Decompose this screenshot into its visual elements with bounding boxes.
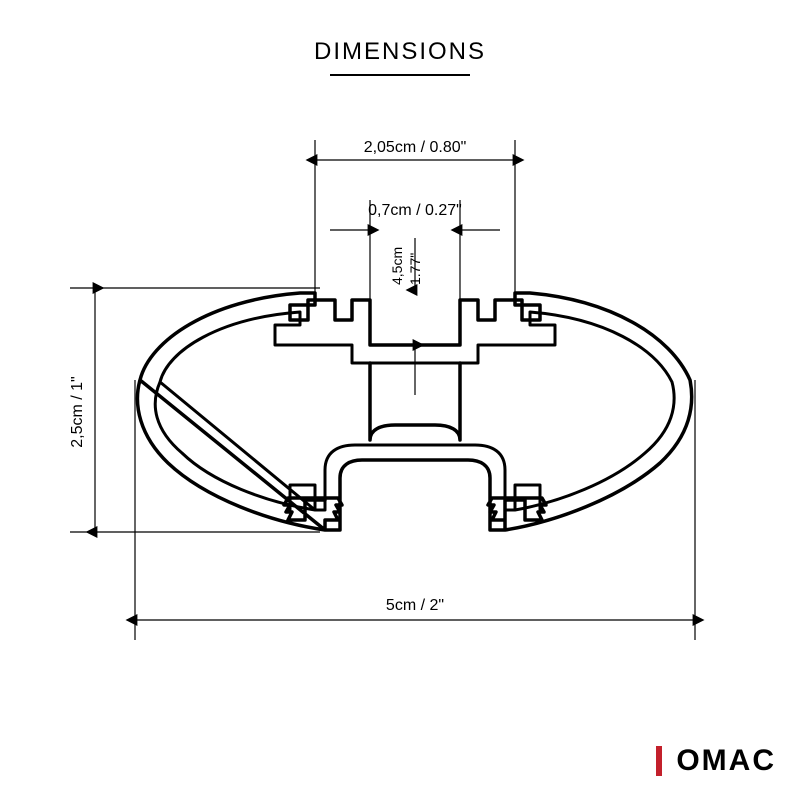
dim-overall-width-label: 5cm / 2" — [386, 597, 444, 614]
brand-logo: OMAC — [676, 744, 776, 778]
dim-top-inner-label: 0,7cm / 0.27" — [368, 202, 462, 219]
diagram-canvas: 5cm / 2" 2,5cm / 1" 2,05cm / 0.80" 0,7cm… — [0, 0, 800, 800]
dim-top-outer-label: 2,05cm / 0.80" — [364, 139, 467, 156]
dim-slot-depth-in-label: 1.77" — [407, 253, 423, 285]
dim-slot-depth-cm-label: 4,5cm — [389, 247, 405, 285]
dim-overall-height-label: 2,5cm / 1" — [69, 376, 86, 447]
profile-outline — [137, 293, 691, 530]
